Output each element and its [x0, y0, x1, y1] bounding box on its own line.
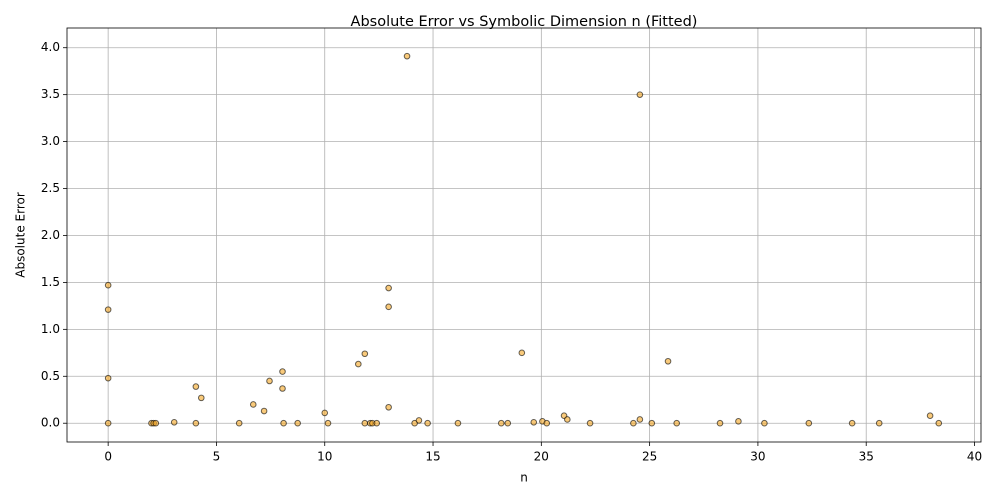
point: [403, 52, 411, 60]
point: [279, 385, 286, 392]
chart-title: Absolute Error vs Symbolic Dimension n (…: [351, 14, 698, 30]
point: [761, 419, 768, 427]
point: [805, 419, 813, 427]
point: [518, 349, 526, 357]
point: [280, 419, 287, 427]
point: [361, 350, 369, 358]
point: [543, 419, 551, 427]
point: [279, 368, 286, 375]
point: [192, 419, 200, 427]
point: [497, 419, 505, 427]
y-tick-label: 1.5: [41, 275, 60, 289]
point: [648, 419, 656, 427]
point: [260, 407, 268, 415]
y-tick-label: 2.5: [41, 181, 60, 195]
point: [636, 416, 644, 423]
point: [355, 360, 362, 368]
point: [530, 418, 538, 426]
point: [935, 419, 943, 427]
y-tick-label: 2.0: [41, 228, 60, 242]
point: [104, 419, 112, 427]
point: [848, 419, 856, 427]
point: [373, 419, 381, 427]
y-tick-label: 3.0: [41, 134, 60, 148]
point: [664, 357, 672, 365]
x-tick-label: 0: [104, 450, 112, 464]
point: [875, 419, 883, 427]
point: [104, 374, 112, 382]
point: [424, 419, 431, 427]
plot-frame: [66, 27, 982, 443]
x-tick-label: 35: [859, 450, 874, 464]
point: [152, 419, 160, 427]
point: [504, 419, 512, 427]
point: [361, 419, 369, 427]
y-tick-label: 3.5: [41, 87, 60, 101]
point: [385, 403, 392, 411]
y-axis-label: Absolute Error: [14, 192, 28, 278]
point: [104, 306, 112, 313]
point: [454, 419, 462, 427]
point: [321, 409, 329, 417]
point: [385, 284, 392, 292]
point: [266, 377, 273, 385]
point: [294, 419, 301, 427]
point: [735, 418, 742, 425]
x-tick-label: 5: [213, 450, 221, 464]
x-tick-label: 25: [642, 450, 657, 464]
y-tick-label: 4.0: [41, 40, 60, 54]
point: [415, 417, 423, 424]
y-tick-label: 0.0: [41, 416, 60, 430]
point: [716, 419, 724, 427]
x-axis-label: n: [520, 471, 528, 485]
y-tick-label: 1.0: [41, 322, 60, 336]
x-tick-label: 20: [534, 450, 549, 464]
x-tick-label: 30: [750, 450, 765, 464]
x-tick-label: 15: [425, 450, 440, 464]
point: [235, 419, 243, 427]
point: [636, 91, 644, 98]
point: [170, 418, 178, 426]
point: [564, 416, 571, 423]
x-tick-label: 10: [317, 450, 332, 464]
point: [104, 281, 112, 289]
point: [926, 412, 934, 420]
y-tick-label: 0.5: [41, 369, 60, 383]
point: [197, 394, 205, 402]
point: [586, 419, 594, 427]
point: [630, 419, 637, 427]
x-tick-label: 40: [967, 450, 982, 464]
point: [324, 419, 332, 427]
point: [673, 419, 680, 427]
point: [249, 401, 257, 408]
point: [385, 303, 392, 311]
point: [192, 383, 200, 390]
